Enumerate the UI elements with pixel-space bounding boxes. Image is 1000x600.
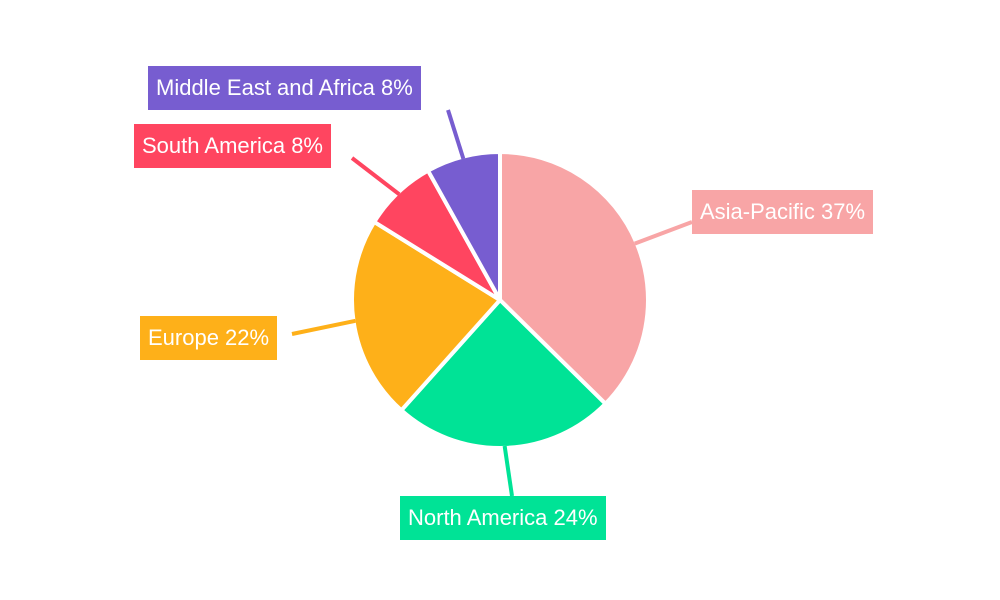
leader-line xyxy=(502,445,514,497)
leader-line xyxy=(446,109,466,160)
leader-line xyxy=(350,156,401,196)
label-europe: Europe 22% xyxy=(140,316,278,360)
label-middle-east-africa: Middle East and Africa 8% xyxy=(148,66,421,110)
leader-line xyxy=(291,318,356,336)
label-asia-pacific: Asia-Pacific 37% xyxy=(692,190,874,234)
leader-line xyxy=(633,220,693,246)
label-south-america: South America 8% xyxy=(134,124,331,168)
label-north-america: North America 24% xyxy=(400,496,606,540)
